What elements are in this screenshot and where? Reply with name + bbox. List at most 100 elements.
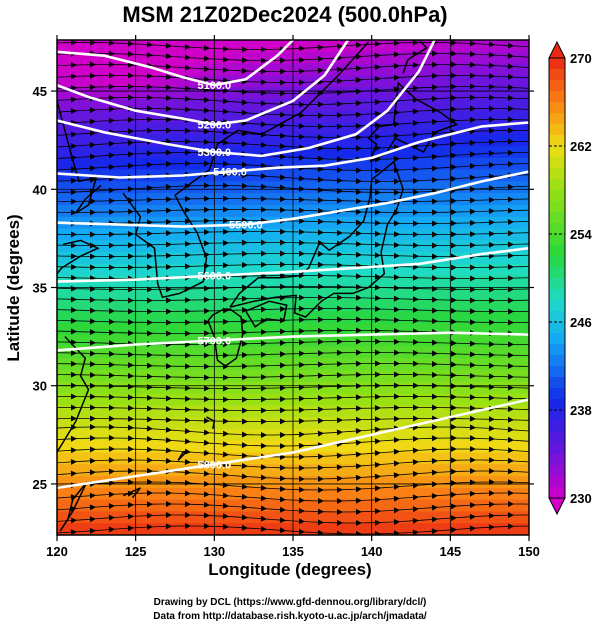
field-cell: [302, 322, 313, 336]
field-cell: [170, 523, 181, 535]
field-cell: [415, 287, 426, 300]
field-cell: [378, 358, 388, 371]
wind-arrow: [298, 316, 305, 323]
field-cell: [462, 287, 473, 300]
field-cell: [208, 393, 218, 406]
field-cell: [368, 499, 379, 512]
streamline: [57, 525, 529, 535]
field-cell: [330, 405, 341, 418]
wind-arrow: [146, 83, 153, 90]
field-cell: [142, 440, 152, 454]
wind-arrow: [165, 352, 172, 359]
wind-arrow: [336, 452, 343, 459]
field-cell: [462, 428, 473, 442]
field-cell: [330, 299, 341, 312]
field-cell: [293, 417, 303, 430]
field-cell: [349, 63, 360, 76]
wind-arrow: [469, 297, 476, 304]
field-cell: [378, 405, 388, 418]
field-cell: [75, 476, 86, 489]
field-cell: [160, 275, 171, 289]
wind-arrow: [298, 79, 305, 86]
field-cell: [170, 252, 181, 265]
wind-arrow: [108, 318, 115, 325]
field-cell: [160, 87, 171, 100]
field-cell: [208, 464, 218, 477]
field-cell: [491, 487, 502, 501]
wind-arrow: [412, 317, 419, 324]
wind-arrow: [374, 530, 381, 535]
wind-arrow: [89, 253, 96, 260]
field-cell: [415, 169, 426, 182]
field-cell: [274, 63, 285, 76]
field-cell: [226, 98, 237, 112]
wind-arrow: [241, 109, 248, 116]
field-cell: [340, 134, 351, 147]
wind-arrow: [146, 94, 153, 101]
wind-arrow: [70, 73, 77, 80]
field-cell: [75, 322, 86, 336]
field-cell: [396, 417, 407, 430]
wind-arrow: [146, 478, 153, 485]
field-cell: [236, 87, 247, 100]
wind-arrow: [89, 415, 96, 422]
field-cell: [311, 393, 322, 406]
wind-arrow: [203, 229, 210, 236]
wind-arrow: [70, 470, 77, 477]
wind-arrow: [317, 250, 324, 257]
field-cell: [151, 51, 162, 65]
field-cell: [245, 110, 256, 124]
field-cell: [236, 240, 247, 253]
field-cell: [151, 146, 162, 159]
field-cell: [510, 240, 521, 253]
wind-arrow: [70, 404, 77, 411]
field-cell: [75, 263, 86, 277]
field-cell: [245, 263, 256, 277]
field-cell: [425, 428, 436, 442]
field-cell: [151, 358, 162, 371]
field-cell: [472, 193, 483, 206]
field-cell: [510, 87, 521, 100]
wind-arrow: [298, 395, 305, 402]
wind-arrow: [336, 327, 343, 334]
field-cell: [529, 394, 539, 406]
wind-arrow: [355, 100, 362, 107]
field-cell: [113, 240, 124, 253]
field-cell: [481, 110, 492, 124]
colorbar-segment: [549, 421, 565, 433]
field-cell: [444, 146, 454, 159]
wind-arrow: [165, 218, 172, 225]
wind-arrow: [488, 319, 495, 326]
field-cell: [387, 181, 398, 194]
colorbar-segment: [549, 201, 565, 213]
field-cell: [378, 287, 388, 300]
wind-arrow: [298, 406, 305, 413]
field-cell: [57, 181, 67, 194]
field-cell: [179, 440, 190, 454]
field-cell: [529, 335, 539, 347]
wind-arrow: [260, 206, 267, 213]
field-cell: [75, 193, 86, 206]
field-cell: [378, 205, 388, 218]
streamline: [57, 53, 529, 61]
field-cell: [387, 370, 398, 383]
field-cell: [340, 63, 351, 76]
wind-arrow: [146, 416, 153, 423]
wind-arrow: [488, 490, 495, 497]
wind-arrow: [108, 340, 115, 347]
field-cell: [94, 311, 105, 324]
wind-arrow: [165, 297, 172, 304]
field-cell: [132, 193, 143, 206]
field-cell: [94, 275, 105, 289]
wind-arrow: [431, 361, 438, 368]
field-cell: [444, 476, 454, 489]
field-cell: [293, 98, 303, 112]
wind-arrow: [374, 327, 381, 334]
wind-arrow: [317, 453, 324, 460]
field-cell: [472, 511, 483, 524]
field-cell: [226, 464, 237, 477]
field-cell: [311, 322, 322, 336]
field-cell: [425, 63, 436, 76]
wind-arrow: [241, 206, 248, 213]
field-cell: [236, 146, 247, 159]
